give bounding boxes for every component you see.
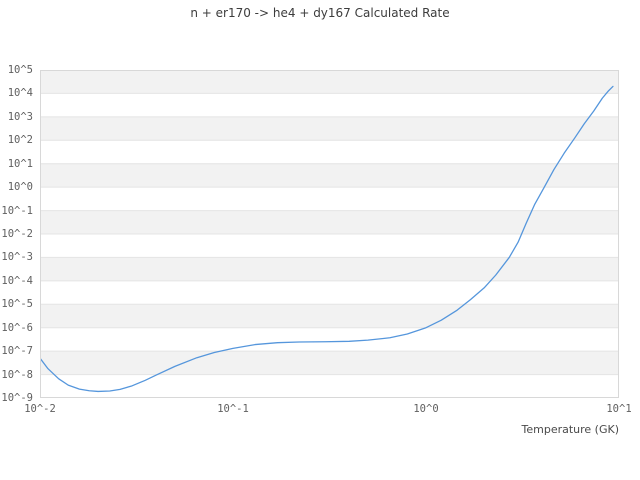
decade-band <box>40 187 619 211</box>
y-tick-label: 10^-2 <box>1 228 33 240</box>
y-tick-label: 10^-5 <box>1 298 33 311</box>
y-axis-tick-labels: 10^5 10^4 10^3 10^2 10^1 10^0 10^-1 10^-2 10^-3 1… <box>0 64 36 404</box>
x-tick-label: 10^0 <box>413 403 439 415</box>
plot-border <box>40 70 619 398</box>
decade-band <box>40 327 619 352</box>
decade-band <box>40 374 619 398</box>
x-tick-label: 10^-2 <box>24 403 56 415</box>
decade-band <box>40 280 619 305</box>
decade-band <box>40 70 619 94</box>
decade-band <box>40 351 619 375</box>
y-tick-label: 10^2 <box>7 134 33 147</box>
y-tick-label: 10^-4 <box>1 274 33 287</box>
decade-band <box>40 210 619 234</box>
decade-band <box>40 304 619 328</box>
decade-band <box>40 93 619 117</box>
rate-curve <box>40 85 614 393</box>
y-tick-label: 10^-9 <box>1 392 33 404</box>
chart-title: n + er170 -> he4 + dy167 Calculated Rate <box>190 6 450 20</box>
y-tick-label: 10^-8 <box>1 368 33 381</box>
y-tick-label: 10^-7 <box>1 345 33 358</box>
decade-band <box>40 140 619 164</box>
y-tick-label: 10^1 <box>7 157 33 170</box>
y-tick-label: 10^3 <box>7 110 33 123</box>
decade-band <box>40 163 619 188</box>
plot-area <box>40 70 619 398</box>
x-tick-label: 10^1 <box>606 403 632 415</box>
y-tick-label: 10^5 <box>7 64 33 76</box>
decade-band <box>40 234 619 258</box>
line-chart <box>40 70 619 398</box>
y-tick-label: 10^4 <box>7 87 33 100</box>
decade-band <box>40 116 619 141</box>
y-tick-label: 10^0 <box>7 181 33 194</box>
decade-band <box>40 257 619 281</box>
x-axis-label: Temperature (GK) <box>521 423 620 436</box>
y-tick-label: 10^-3 <box>1 251 33 264</box>
x-tick-label: 10^-1 <box>217 403 249 415</box>
y-tick-label: 10^-6 <box>1 321 33 334</box>
x-axis-tick-labels: 10^-2 10^-1 10^0 10^1 <box>24 403 631 417</box>
y-tick-label: 10^-1 <box>1 204 33 217</box>
